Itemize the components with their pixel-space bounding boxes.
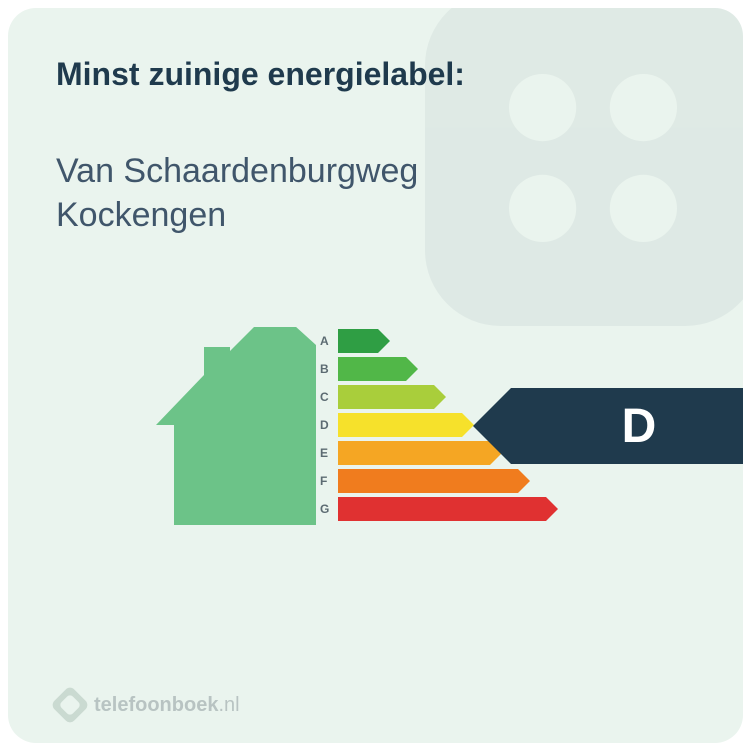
energy-bar-letter: A (320, 334, 338, 348)
footer-brand-tld: .nl (218, 694, 239, 716)
energy-bar-letter: E (320, 446, 338, 460)
footer-brand-bold: telefoonboek (94, 694, 218, 716)
rating-letter: D (622, 399, 657, 454)
card: Minst zuinige energielabel: Van Schaarde… (8, 8, 743, 743)
page-title: Minst zuinige energielabel: (56, 56, 695, 93)
energy-bar-shape (338, 441, 490, 465)
energy-bar-shape (338, 469, 518, 493)
energy-bars-row: A (320, 329, 546, 353)
energy-bar-shape (338, 329, 378, 353)
energy-bar-letter: G (320, 502, 338, 516)
location-name: Van Schaardenburgweg Kockengen (56, 149, 695, 237)
rating-badge: D (511, 388, 743, 464)
energy-bars-row: B (320, 357, 546, 381)
footer-brand: telefoonboek.nl (56, 691, 240, 719)
energy-bar-letter: F (320, 474, 338, 488)
energy-bar-shape (338, 357, 406, 381)
footer-text: telefoonboek.nl (94, 694, 240, 717)
footer-logo-icon (50, 685, 90, 725)
location-line1: Van Schaardenburgweg (56, 152, 418, 190)
energy-bars-row: G (320, 497, 546, 521)
energy-bar-shape (338, 385, 434, 409)
energy-bar-shape (338, 413, 462, 437)
energy-bar-shape (338, 497, 546, 521)
house-icon (156, 327, 316, 527)
location-line2: Kockengen (56, 196, 226, 234)
energy-bar-letter: C (320, 390, 338, 404)
energy-bar-letter: B (320, 362, 338, 376)
energy-bar-letter: D (320, 418, 338, 432)
energy-bars-row: F (320, 469, 546, 493)
